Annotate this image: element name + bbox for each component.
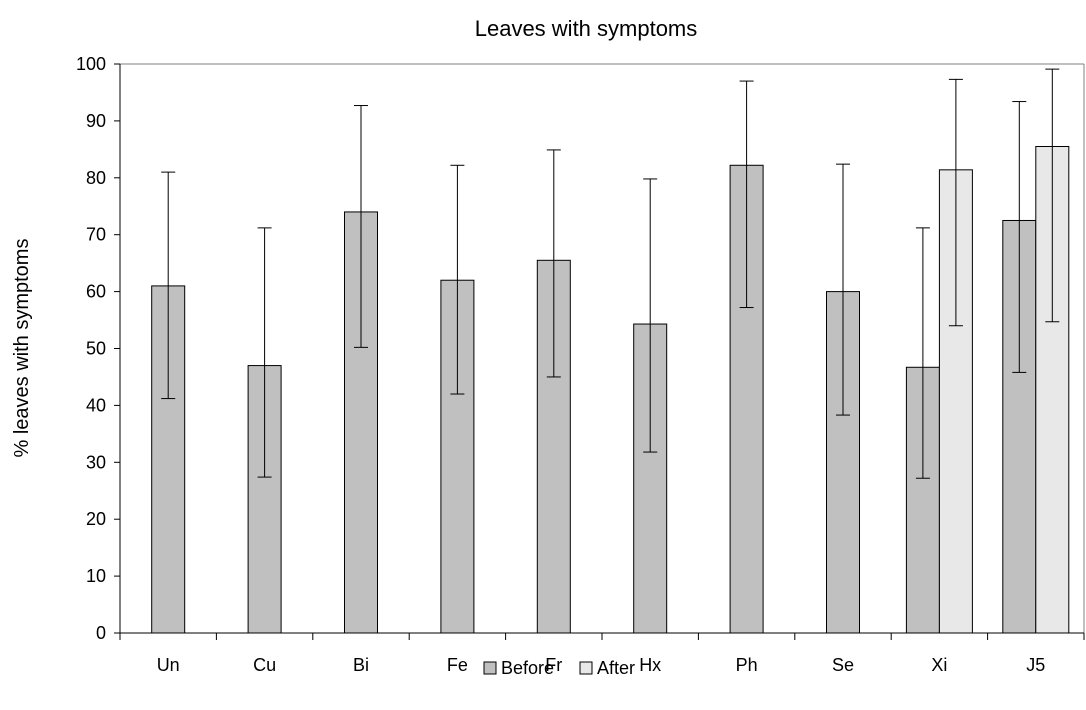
x-tick-label: Fr	[545, 655, 562, 675]
x-tick-label: Se	[832, 655, 854, 675]
legend-label-before: Before	[501, 658, 554, 678]
x-tick-label: Cu	[253, 655, 276, 675]
legend: Before After	[483, 658, 635, 678]
y-axis-label: % leaves with symptoms	[11, 239, 33, 458]
legend-swatch-before	[483, 661, 497, 675]
plot-area: 0 10 20 30 40 50 60 70 80 90 100 Un Cu Bi Fe Fr Hx Ph Se Xi…	[76, 54, 1085, 675]
x-tick-label: J5	[1026, 655, 1045, 675]
y-tick-label: 20	[86, 509, 106, 529]
y-tick-label: 0	[96, 623, 106, 643]
y-tick-label: 100	[76, 54, 106, 74]
y-tick-label: 60	[86, 282, 106, 302]
y-tick-label: 30	[86, 452, 106, 472]
x-tick-label: Bi	[353, 655, 369, 675]
y-tick-label: 10	[86, 566, 106, 586]
bar-before	[151, 285, 186, 634]
legend-swatch-after	[579, 661, 593, 675]
chart-title: Leaves with symptoms	[475, 16, 698, 41]
y-tick-label: 50	[86, 339, 106, 359]
x-tick-label: Hx	[639, 655, 661, 675]
x-tick-label: Fe	[447, 655, 468, 675]
y-tick-label: 90	[86, 111, 106, 131]
y-tick-label: 80	[86, 168, 106, 188]
bar-before	[905, 366, 940, 634]
y-tick-label: 40	[86, 395, 106, 415]
legend-label-after: After	[597, 658, 635, 678]
x-tick-label: Un	[157, 655, 180, 675]
x-tick-label: Xi	[931, 655, 947, 675]
x-tick-label: Ph	[736, 655, 758, 675]
y-tick-label: 70	[86, 225, 106, 245]
